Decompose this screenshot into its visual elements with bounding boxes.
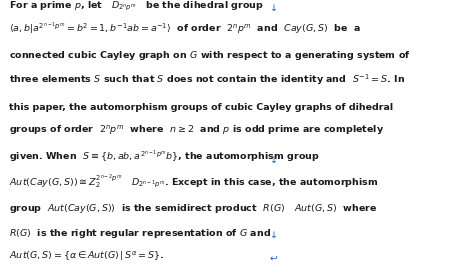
Text: $R(G)$  is the right regular representation of $G$ and: $R(G)$ is the right regular representati… xyxy=(9,227,274,240)
Text: connected cubic Cayley graph on $G$ with respect to a generating system of: connected cubic Cayley graph on $G$ with… xyxy=(9,49,410,62)
Text: group  $\mathit{Aut}(\mathit{Cay}(G,S))$  is the semidirect product  $R(G)$   $\: group $\mathit{Aut}(\mathit{Cay}(G,S))$ … xyxy=(9,202,377,215)
Text: $\mathit{Aut}(G,S) = \{\alpha \in \mathit{Aut}(G)\,|\, S^{\alpha} = S\}$.: $\mathit{Aut}(G,S) = \{\alpha \in \mathi… xyxy=(9,249,168,263)
Text: groups of order  $2^n p^m$  where  $n \geq 2$  and $p$ is odd prime are complete: groups of order $2^n p^m$ where $n \geq … xyxy=(9,123,383,137)
Text: this paper, the automorphism groups of cubic Cayley graphs of dihedral: this paper, the automorphism groups of c… xyxy=(9,103,392,112)
Text: $\downarrow$: $\downarrow$ xyxy=(268,2,278,13)
Text: $\langle a,b| a^{2^{n-1}p^m} = b^2 = 1, b^{-1}ab = a^{-1}\rangle$  of order  $2^: $\langle a,b| a^{2^{n-1}p^m} = b^2 = 1, … xyxy=(9,21,361,37)
Text: $\downarrow$: $\downarrow$ xyxy=(268,154,278,165)
Text: $\mathit{Aut}(\mathit{Cay}(G,S)) \cong Z_2^{2^{n-2}p^m}$   $D_{2^{n-1}p^m}$. Exc: $\mathit{Aut}(\mathit{Cay}(G,S)) \cong Z… xyxy=(9,172,378,191)
Text: For a prime $p$, let   $D_{2^n p^m}$   be the dihedral group: For a prime $p$, let $D_{2^n p^m}$ be th… xyxy=(9,0,267,13)
Text: $\hookleftarrow$: $\hookleftarrow$ xyxy=(268,254,279,263)
Text: given. When  $S \equiv \{b, ab, a^{2^{n-1}p^m}b\}$, the automorphism group: given. When $S \equiv \{b, ab, a^{2^{n-1… xyxy=(9,148,323,165)
Text: three elements $S$ such that $S$ does not contain the identity and  $S^{-1} = S$: three elements $S$ such that $S$ does no… xyxy=(9,73,404,87)
Text: $\downarrow$: $\downarrow$ xyxy=(268,229,278,240)
